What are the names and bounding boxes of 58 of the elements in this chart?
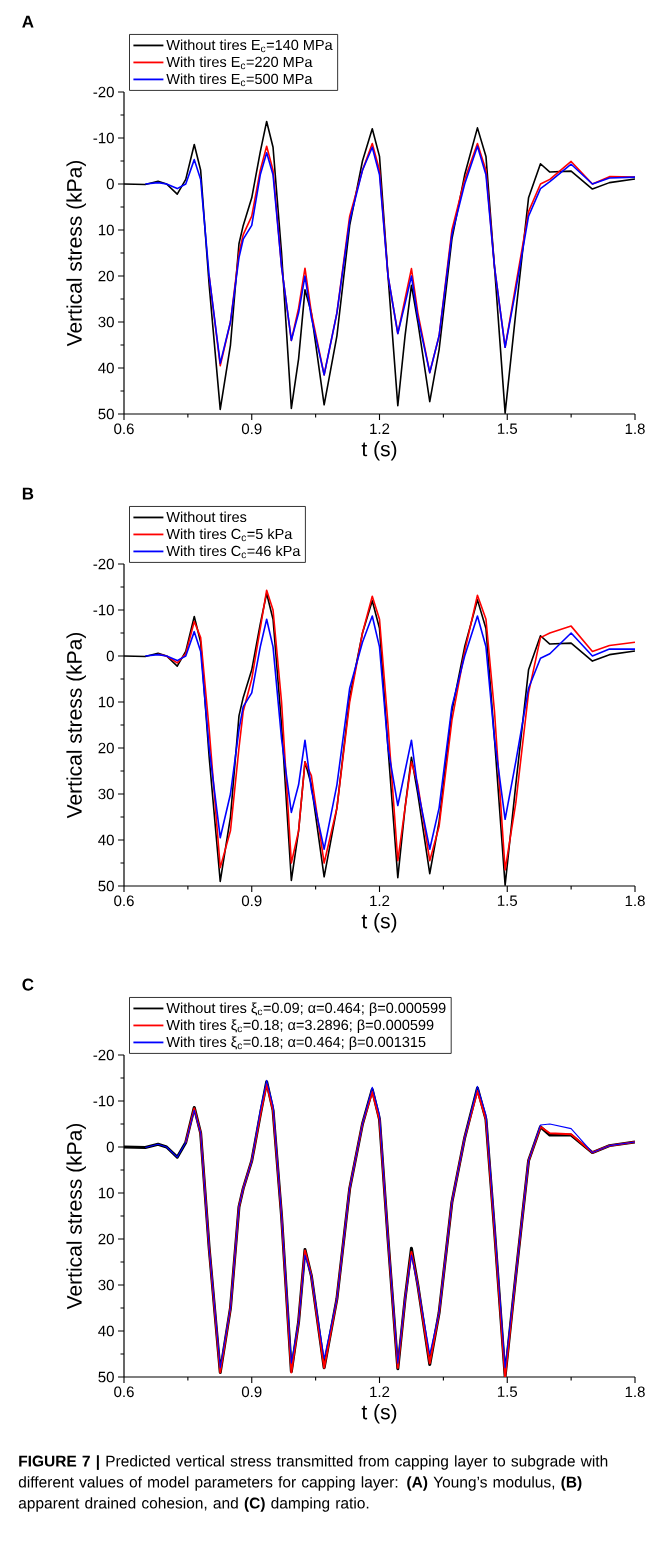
x-tick-label: 1.8 — [625, 423, 645, 435]
x-tick-label: 1.2 — [370, 1386, 390, 1398]
legend-label: With tires C$_{c}$=46 kPa — [166, 545, 301, 559]
x-tick-label: 0.6 — [114, 1386, 134, 1398]
y-tick-label: -10 — [93, 604, 114, 616]
y-tick-label: 50 — [98, 408, 114, 420]
y-tick-label: -10 — [93, 1095, 114, 1107]
y-tick-label: 30 — [98, 1279, 114, 1291]
chart-title: B — [22, 487, 34, 500]
legend-label: With tires E$_{c}$=220 MPa — [166, 56, 313, 70]
y-tick-label: 20 — [98, 742, 114, 754]
legend-label: With tires ξ$_{c}$=0.18; α=3.2896; β=0.000599 — [166, 1019, 434, 1033]
y-tick-label: -20 — [93, 1049, 114, 1061]
chart-title: A — [22, 15, 34, 28]
legend-label: Without tires — [166, 511, 247, 523]
y-axis-title: Vertical stress (kPa) — [66, 1123, 86, 1310]
x-axis-title: t (s) — [361, 912, 397, 933]
x-tick-label: 1.5 — [497, 423, 518, 434]
y-tick-label: 50 — [98, 1371, 114, 1383]
y-tick-label: -20 — [93, 86, 114, 98]
y-tick-label: 10 — [98, 1187, 114, 1199]
legend-label: With tires C$_{c}$=5 kPa — [166, 528, 293, 542]
x-tick-label: 1.5 — [497, 1386, 518, 1397]
x-tick-label: 1.8 — [625, 895, 645, 907]
y-tick-label: 40 — [98, 1325, 114, 1337]
legend-label: With tires E$_{c}$=500 MPa — [166, 73, 313, 87]
y-tick-label: -10 — [93, 132, 114, 144]
x-axis-title: t (s) — [361, 1403, 397, 1424]
x-tick-label: 1.2 — [370, 423, 390, 434]
x-tick-label: 0.9 — [241, 1386, 262, 1398]
x-tick-label: 1.8 — [625, 1386, 645, 1398]
y-tick-label: 50 — [98, 880, 114, 892]
y-tick-label: -20 — [93, 558, 114, 570]
y-axis-title: Vertical stress (kPa) — [66, 160, 86, 347]
x-tick-label: 0.6 — [114, 423, 134, 435]
y-tick-label: 30 — [98, 316, 114, 328]
legend-label: Without tires E$_{c}$=140 MPa — [166, 39, 333, 53]
y-tick-label: 10 — [98, 224, 114, 236]
y-tick-label: 0 — [106, 1141, 114, 1153]
y-tick-label: 20 — [98, 1233, 114, 1245]
chart-title: C — [22, 978, 34, 991]
y-tick-label: 40 — [98, 362, 114, 374]
y-axis-title: Vertical stress (kPa) — [66, 632, 86, 819]
text: FIGURE 7 | Predicted vertical stress transmitted from capping layer to subgrade with different values of model parameters for capping layer: (A) Young’s modulus, (B) apparent drained cohesion, and (C) damping ratio. — [18, 1455, 608, 1512]
y-tick-label: 20 — [98, 270, 114, 282]
x-tick-label: 1.2 — [370, 895, 390, 906]
y-tick-label: 30 — [98, 788, 114, 800]
y-tick-label: 40 — [98, 834, 114, 846]
x-tick-label: 0.9 — [241, 895, 262, 907]
legend-label: Without tires ξ$_{c}$=0.09; α=0.464; β=0.000599 — [166, 1002, 446, 1016]
legend-label: With tires ξ$_{c}$=0.18; α=0.464; β=0.001315 — [166, 1036, 426, 1050]
x-tick-label: 1.5 — [497, 895, 518, 906]
y-tick-label: 0 — [106, 650, 114, 662]
y-tick-label: 10 — [98, 696, 114, 708]
x-tick-label: 0.9 — [241, 423, 262, 435]
y-tick-label: 0 — [106, 178, 114, 190]
x-axis-title: t (s) — [361, 440, 397, 461]
x-tick-label: 0.6 — [114, 895, 134, 907]
